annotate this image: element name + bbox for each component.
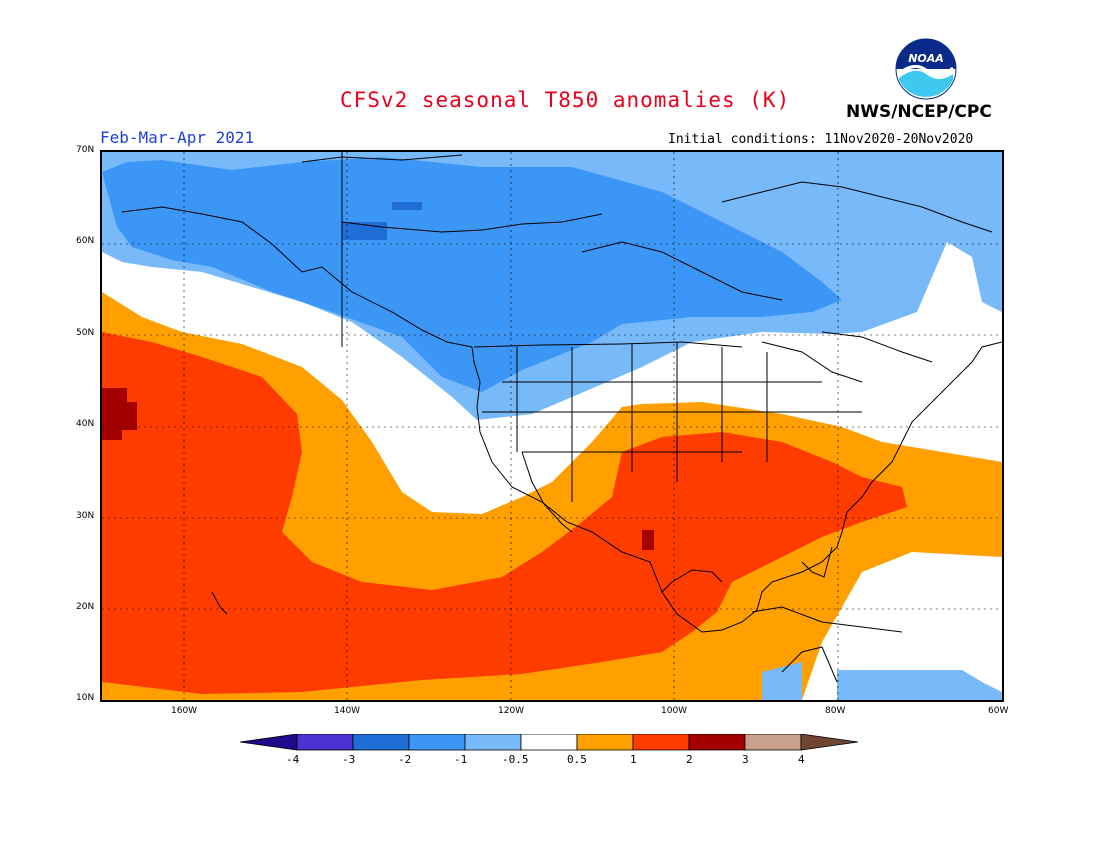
logo-text: NOAA [908, 52, 944, 65]
lat-label: 70N [76, 145, 95, 155]
colorbar-swatch [632, 734, 690, 751]
lon-label: 140W [334, 706, 361, 716]
initial-conditions-label: Initial conditions: 11Nov2020-20Nov2020 [668, 132, 974, 147]
agency-label: NWS/NCEP/CPC [846, 102, 992, 122]
colorbar-swatch [240, 734, 298, 751]
colorbar-label: -1 [454, 753, 468, 766]
colorbar [240, 734, 859, 751]
colorbar-label: 3 [742, 753, 749, 766]
coastlines [121, 152, 1002, 683]
anomaly-pos2-region [102, 388, 137, 440]
anomaly-neg05-region [837, 670, 1002, 700]
anomaly-neg2-region [392, 202, 422, 210]
colorbar-label: 1 [630, 753, 637, 766]
lon-label: 160W [171, 706, 198, 716]
lat-label: 50N [76, 328, 95, 338]
colorbar-label: 2 [686, 753, 693, 766]
anomaly-map [100, 150, 1004, 702]
anomaly-pos2-region [642, 530, 654, 550]
colorbar-label: -0.5 [502, 753, 529, 766]
colorbar-swatch [688, 734, 746, 751]
colorbar-swatch [296, 734, 354, 751]
colorbar-swatch [744, 734, 802, 751]
colorbar-label: -3 [342, 753, 356, 766]
map-canvas [102, 152, 1002, 700]
anomaly-pos1-region [102, 332, 907, 694]
lat-label: 40N [76, 419, 95, 429]
lat-label: 30N [76, 511, 95, 521]
season-label: Feb-Mar-Apr 2021 [100, 128, 255, 147]
colorbar-swatch [464, 734, 522, 751]
lat-label: 60N [76, 236, 95, 246]
lat-label: 10N [76, 693, 95, 703]
lon-label: 80W [825, 706, 846, 716]
colorbar-swatch [520, 734, 578, 751]
colorbar-label: 4 [798, 753, 805, 766]
colorbar-label: 0.5 [567, 753, 587, 766]
colorbar-label: -4 [286, 753, 300, 766]
colorbar-swatch [408, 734, 466, 751]
map-title: CFSv2 seasonal T850 anomalies (K) [340, 88, 791, 112]
anomaly-neg05-region [762, 662, 802, 700]
lon-label: 60W [988, 706, 1009, 716]
anomaly-shading [102, 152, 1002, 700]
lon-label: 100W [661, 706, 688, 716]
lon-label: 120W [498, 706, 525, 716]
anomaly-neg1-region [102, 157, 842, 392]
colorbar-label: -2 [398, 753, 412, 766]
lat-lon-grid [102, 152, 1002, 700]
lat-label: 20N [76, 602, 95, 612]
colorbar-swatch [352, 734, 410, 751]
colorbar-swatch [800, 734, 859, 751]
noaa-logo: NOAA [895, 38, 957, 100]
colorbar-swatch [576, 734, 634, 751]
